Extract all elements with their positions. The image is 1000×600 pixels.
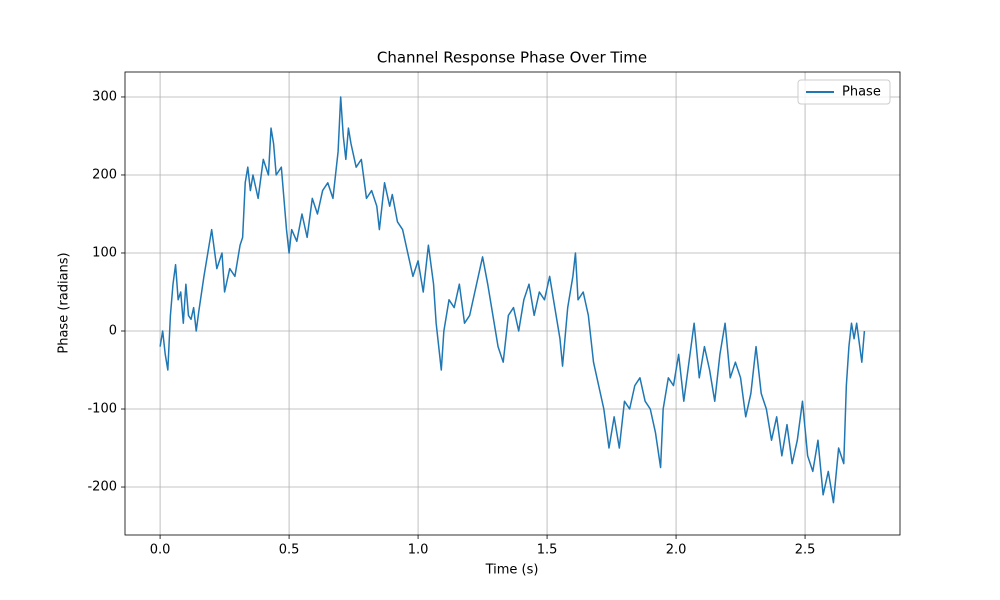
x-tick-label: 2.5 xyxy=(795,543,816,558)
y-tick-label: 300 xyxy=(92,89,117,104)
axes: 0.0 0.5 1.0 1.5 2.0 2.5 -200 -100 0 100 200 300 Phas… xyxy=(87,79,891,558)
x-tick-label: 0.5 xyxy=(279,543,300,558)
legend-box xyxy=(797,79,891,105)
x-tick-label: 2.0 xyxy=(666,543,687,558)
x-tick-label: 1.5 xyxy=(537,543,558,558)
data-line xyxy=(159,96,866,504)
y-tick-label: 0 xyxy=(109,323,117,338)
legend: Phase xyxy=(797,79,891,105)
chart-title: Channel Response Phase Over Time xyxy=(377,49,647,67)
x-tick-label: 0.0 xyxy=(150,543,171,558)
y-tick-label: 100 xyxy=(92,245,117,260)
y-tick-label: -100 xyxy=(87,402,117,417)
grid xyxy=(125,72,900,535)
y-axis-label: Phase (radians) xyxy=(57,252,72,353)
legend-label: Phase xyxy=(842,85,881,100)
x-axis-label: Time (s) xyxy=(485,563,539,578)
axes-frame xyxy=(124,71,901,536)
y-tick-label: 200 xyxy=(92,167,117,182)
x-tick-label: 1.0 xyxy=(408,543,429,558)
y-tick-label: -200 xyxy=(87,480,117,495)
plot xyxy=(159,96,866,504)
